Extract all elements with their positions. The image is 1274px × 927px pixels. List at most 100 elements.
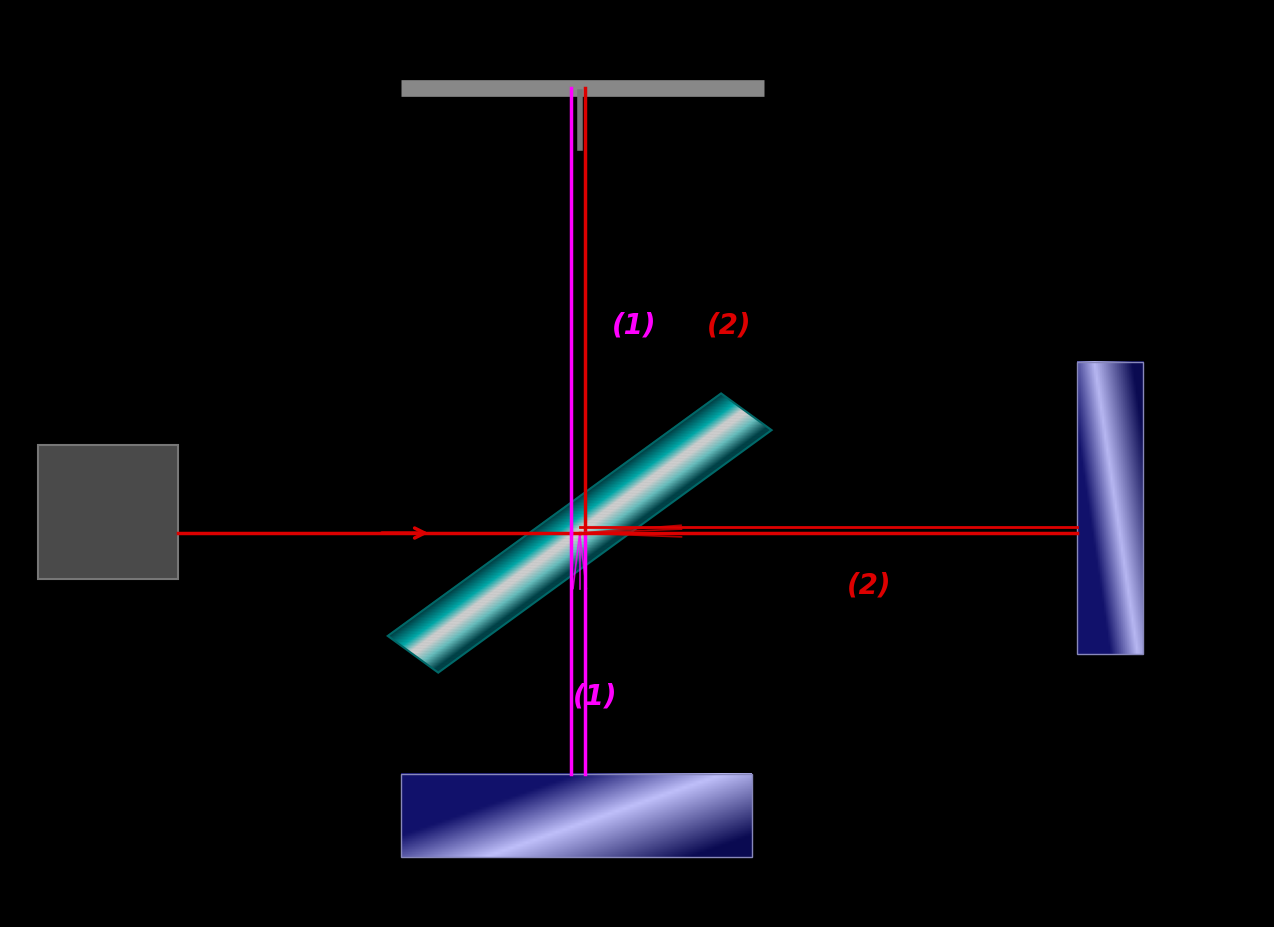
Polygon shape [428,423,762,666]
Polygon shape [397,400,731,643]
Polygon shape [418,415,752,658]
Polygon shape [424,420,758,663]
Polygon shape [420,417,754,660]
Polygon shape [395,399,729,641]
Polygon shape [403,404,736,647]
Polygon shape [395,399,729,641]
Polygon shape [400,402,734,645]
Text: (2): (2) [847,571,892,599]
Polygon shape [389,394,722,637]
Polygon shape [427,422,761,665]
Polygon shape [420,417,754,660]
Polygon shape [397,400,731,643]
Polygon shape [436,428,769,671]
Polygon shape [418,415,752,658]
Text: (1): (1) [573,682,618,710]
Polygon shape [426,421,759,664]
Polygon shape [390,395,724,638]
Bar [1077,362,1143,654]
Polygon shape [426,421,759,664]
Polygon shape [397,400,731,643]
Text: (2): (2) [707,311,752,339]
Polygon shape [432,425,766,668]
Polygon shape [414,413,748,655]
Polygon shape [404,405,738,648]
Polygon shape [420,417,754,660]
Polygon shape [395,399,729,641]
Polygon shape [391,396,725,639]
Polygon shape [415,413,749,656]
Polygon shape [387,393,721,636]
Polygon shape [394,398,727,641]
Polygon shape [413,412,747,654]
Polygon shape [429,424,763,667]
Polygon shape [429,424,763,667]
Polygon shape [387,393,721,636]
Polygon shape [419,416,753,659]
Polygon shape [424,420,758,663]
Polygon shape [391,396,725,639]
Polygon shape [433,426,767,669]
Polygon shape [437,429,771,672]
Polygon shape [406,407,740,650]
Polygon shape [412,411,745,654]
Polygon shape [409,409,743,652]
Polygon shape [410,410,744,653]
Polygon shape [400,402,734,645]
Polygon shape [394,398,727,641]
Polygon shape [438,430,772,673]
Polygon shape [400,402,734,645]
Polygon shape [417,414,750,657]
Bar [38,445,178,579]
Polygon shape [418,415,752,658]
Polygon shape [405,406,739,649]
Polygon shape [436,428,769,671]
Polygon shape [431,425,764,667]
Polygon shape [413,412,747,654]
Polygon shape [404,405,738,648]
Polygon shape [423,419,757,662]
Polygon shape [408,408,741,651]
Polygon shape [408,408,741,651]
Polygon shape [423,419,757,662]
Polygon shape [433,426,767,669]
Polygon shape [434,427,768,670]
Polygon shape [399,401,733,644]
Polygon shape [405,406,739,649]
Polygon shape [390,395,724,638]
Polygon shape [389,394,722,637]
Polygon shape [433,426,767,669]
Polygon shape [417,414,750,657]
Text: (1): (1) [612,311,656,339]
Polygon shape [405,406,739,649]
Polygon shape [436,428,769,671]
Polygon shape [426,421,759,664]
Polygon shape [414,413,748,655]
Polygon shape [431,425,764,667]
Polygon shape [408,408,741,651]
Polygon shape [392,397,726,640]
Polygon shape [427,422,761,665]
Polygon shape [437,429,771,672]
Polygon shape [434,427,768,670]
Polygon shape [432,425,766,668]
Polygon shape [428,423,762,666]
Polygon shape [410,410,744,653]
Polygon shape [401,403,735,646]
Polygon shape [423,419,757,662]
Polygon shape [390,395,724,638]
Polygon shape [415,413,749,656]
Polygon shape [422,418,755,661]
Polygon shape [409,409,743,652]
Bar [401,774,752,857]
Polygon shape [396,400,730,642]
Polygon shape [431,425,764,667]
Polygon shape [422,418,755,661]
Polygon shape [415,413,749,656]
Polygon shape [396,400,730,642]
Polygon shape [392,397,726,640]
Polygon shape [403,404,736,647]
Polygon shape [413,412,747,654]
Polygon shape [401,403,735,646]
Polygon shape [403,404,736,647]
